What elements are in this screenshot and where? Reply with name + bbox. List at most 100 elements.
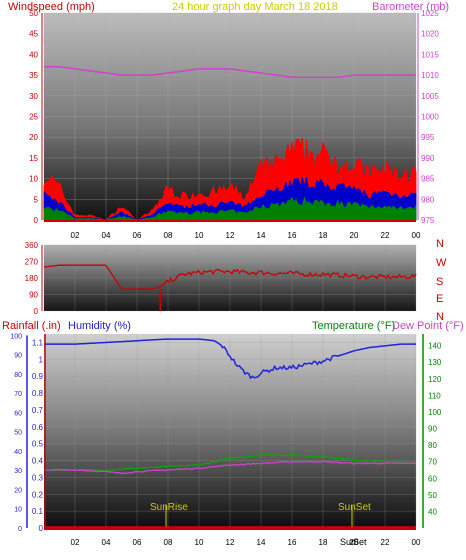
humidity-y-tick-label: 100 [10,333,22,340]
temperature-line [43,453,417,472]
rainfall-y-tick-label: 0 [39,524,44,533]
temperature-y-tick-label: 40 [428,507,437,516]
barometer-y-tick-label: 1025 [421,9,439,18]
barometer-label: Barometer (mb) [372,1,449,13]
sunset-extra2-label: Set [353,537,367,547]
barometer-y-tick-label: 995 [421,133,435,142]
barometer-y-tick-label: 985 [421,175,435,184]
barometer-y-tick-label: 1010 [421,71,439,80]
wind-x-tick-label: 10 [195,231,204,240]
wind-y-tick-label: 50 [29,9,38,18]
wind-x-tick-label: 14 [257,231,266,240]
barometer-y-tick-label: 1015 [421,50,439,59]
direction-letter: N [436,311,444,323]
direction-letter: W [436,257,447,269]
wind-speed-series [43,137,417,221]
temperature-y-tick-label: 100 [428,408,442,417]
temperature-y-tick-label: 60 [428,474,437,483]
climate-x-tick-label: 08 [164,538,173,547]
climate-x-tick-label: 22 [381,538,390,547]
direction-y-tick-label: 90 [29,291,38,300]
wind-x-tick-label: 00 [412,231,421,240]
wind-x-tick-label: 12 [226,231,235,240]
humidity-line [44,338,416,380]
wind-direction-series [43,264,417,311]
rainfall-y-tick-label: 0.5 [32,440,44,449]
wind-y-tick-label: 5 [34,195,39,204]
rainfall-label: Rainfall (.in) [2,320,61,332]
wind-y-tick-label: 25 [29,113,38,122]
sun-markers: SunRise SunSet [150,502,371,528]
wind-x-tick-label: 04 [102,231,111,240]
climate-x-tick-label: 20 [350,538,359,547]
temperature-y-tick-label: 140 [428,342,442,351]
rainfall-y-tick-label: 0.2 [32,490,44,499]
temperature-y-tick-label: 120 [428,375,442,384]
temperature-y-tick-label: 80 [428,441,437,450]
direction-letter: E [436,293,443,305]
climate-panel-axes: 0 0.1 0.2 0.3 0.4 0.5 0.6 0.7 0.8 0.9 1 1.1 0 10 20 30 4… [10,333,442,547]
rainfall-y-tick-label: 0.6 [32,423,44,432]
humidity-y-tick-label: 80 [14,372,22,379]
temperature-label: Temperature (°F) [312,320,395,332]
wind-x-tick-label: 16 [288,231,297,240]
direction-y-tick-label: 0 [34,307,39,316]
climate-series [43,338,417,528]
climate-x-tick-label: 12 [226,538,235,547]
direction-panel-grid [44,244,417,312]
climate-x-tick-label: 02 [71,538,80,547]
humidity-y-tick-label: 40 [14,449,22,456]
windspeed-label: Windspeed (mph) [8,1,95,13]
wind-x-tick-label: 02 [71,231,80,240]
wind-y-tick-label: 20 [29,133,38,142]
temperature-y-tick-label: 110 [428,391,441,400]
direction-y-tick-label: 360 [25,241,39,250]
barometer-y-tick-label: 980 [421,195,435,204]
temperature-y-tick-label: 130 [428,358,442,367]
barometer-series [44,66,416,78]
climate-x-tick-label: 14 [257,538,266,547]
rainfall-y-tick-label: 0.1 [32,507,44,516]
wind-y-tick-label: 30 [29,92,38,101]
humidity-y-tick-label: 50 [14,430,22,437]
rainfall-y-tick-label: 0.7 [32,406,44,415]
wind-y-tick-label: 10 [29,175,38,184]
wind-panel-axes: 0510152025303540455097598098599099510001… [29,9,439,240]
wind-y-tick-label: 45 [29,30,38,39]
direction-y-tick-label: 180 [25,274,39,283]
wind-y-tick-label: 0 [34,216,39,225]
barometer-y-tick-label: 1000 [421,113,439,122]
humidity-y-tick-label: 70 [14,391,22,398]
wind-y-tick-label: 40 [29,50,38,59]
wind-x-tick-label: 18 [319,231,328,240]
sunset-label: SunSet [338,502,371,513]
barometer-y-tick-label: 990 [421,154,435,163]
rainfall-y-tick-label: 0.4 [32,457,44,466]
climate-x-tick-label: 10 [195,538,204,547]
wind-x-tick-label: 08 [164,231,173,240]
direction-panel-axes: 0 90 180 270 360 [25,241,43,316]
humidity-y-tick-label: 60 [14,410,22,417]
humidity-y-tick-label: 20 [14,487,22,494]
rainfall-y-tick-label: 0.9 [32,372,44,381]
wind-x-tick-label: 06 [133,231,142,240]
wind-x-tick-label: 20 [350,231,359,240]
wind-min-area [43,195,417,221]
rainfall-y-tick-label: 1 [39,355,44,364]
sunset-extra-label: Sun [340,537,356,547]
direction-letter: S [436,276,443,288]
direction-y-tick-label: 270 [25,258,39,267]
graph-date-label: 24 hour graph day March 18 2018 [172,1,338,13]
wind-x-tick-label: 22 [381,231,390,240]
direction-letter: N [436,238,444,250]
wind-y-tick-label: 35 [29,71,38,80]
humidity-y-tick-label: 90 [14,353,22,360]
temperature-y-tick-label: 50 [428,491,437,500]
climate-x-tick-label: 16 [288,538,297,547]
climate-x-tick-label: 00 [412,538,421,547]
rainfall-y-tick-label: 0.8 [32,389,44,398]
climate-x-tick-label: 04 [102,538,111,547]
